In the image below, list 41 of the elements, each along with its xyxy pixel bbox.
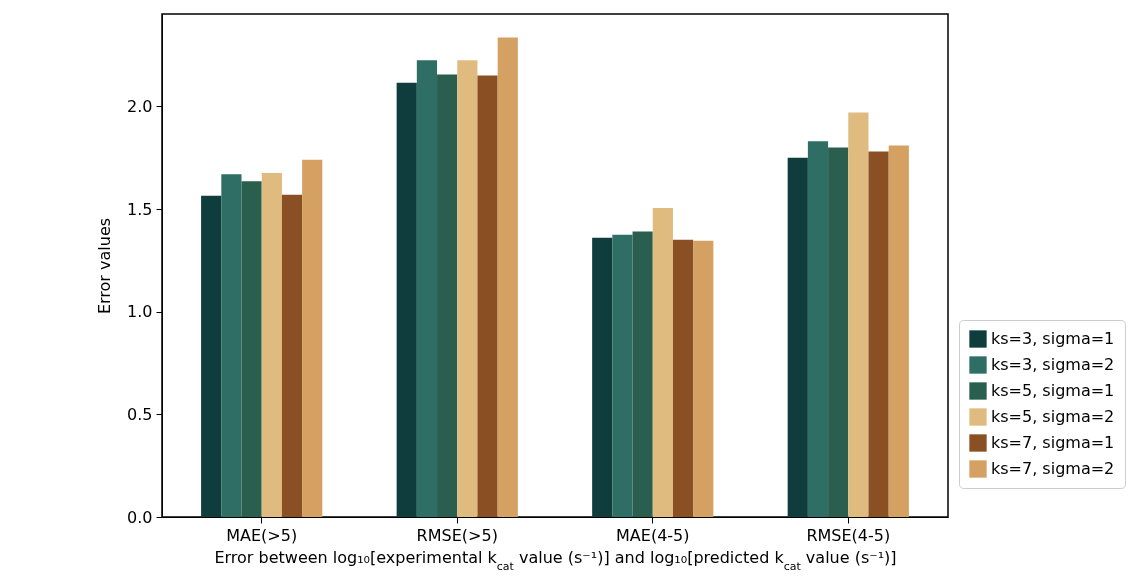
bar	[437, 74, 458, 517]
legend-label: ks=7, sigma=1	[991, 433, 1115, 452]
legend-label: ks=7, sigma=2	[991, 459, 1115, 478]
x-tick-label: MAE(>5)	[226, 525, 298, 545]
bar	[652, 208, 673, 517]
bar	[632, 231, 653, 517]
y-tick-label: 1.5	[127, 199, 153, 219]
legend-label: ks=3, sigma=2	[991, 355, 1115, 374]
bar	[497, 37, 518, 517]
legend-label: ks=3, sigma=1	[991, 329, 1115, 348]
bar	[848, 112, 869, 517]
bar	[672, 239, 694, 517]
bar	[457, 60, 478, 517]
bar	[787, 157, 808, 517]
bar	[396, 82, 417, 517]
bar	[201, 195, 222, 517]
y-tick-label: 1.0	[127, 302, 153, 322]
bar	[868, 151, 889, 517]
y-tick-label: 0.5	[127, 404, 153, 424]
legend-label: ks=5, sigma=1	[991, 381, 1115, 400]
legend-label: ks=5, sigma=2	[991, 407, 1115, 426]
bar	[241, 181, 262, 517]
x-tick-label: RMSE(4-5)	[806, 525, 891, 545]
x-tick-label: MAE(4-5)	[616, 525, 690, 545]
bar	[281, 194, 303, 517]
bar	[828, 147, 849, 517]
y-axis-title: Error values	[95, 217, 115, 315]
bar	[592, 237, 613, 517]
bar	[221, 174, 242, 517]
bar	[416, 60, 438, 517]
bar	[807, 141, 829, 517]
x-tick-label: RMSE(>5)	[416, 525, 498, 545]
bar	[612, 234, 633, 517]
bar	[477, 75, 498, 517]
bar	[888, 145, 909, 517]
x-axis-title: Error between log₁₀[experimental k$_{cat}$ value (s⁻¹)] and log₁₀[predicted k$_{cat}$ value (s⁻¹)]	[214, 547, 897, 572]
y-tick-label: 0.0	[127, 507, 153, 527]
bar	[302, 159, 323, 517]
bar	[693, 240, 714, 517]
bar	[261, 173, 282, 517]
y-tick-label: 2.0	[127, 96, 153, 116]
